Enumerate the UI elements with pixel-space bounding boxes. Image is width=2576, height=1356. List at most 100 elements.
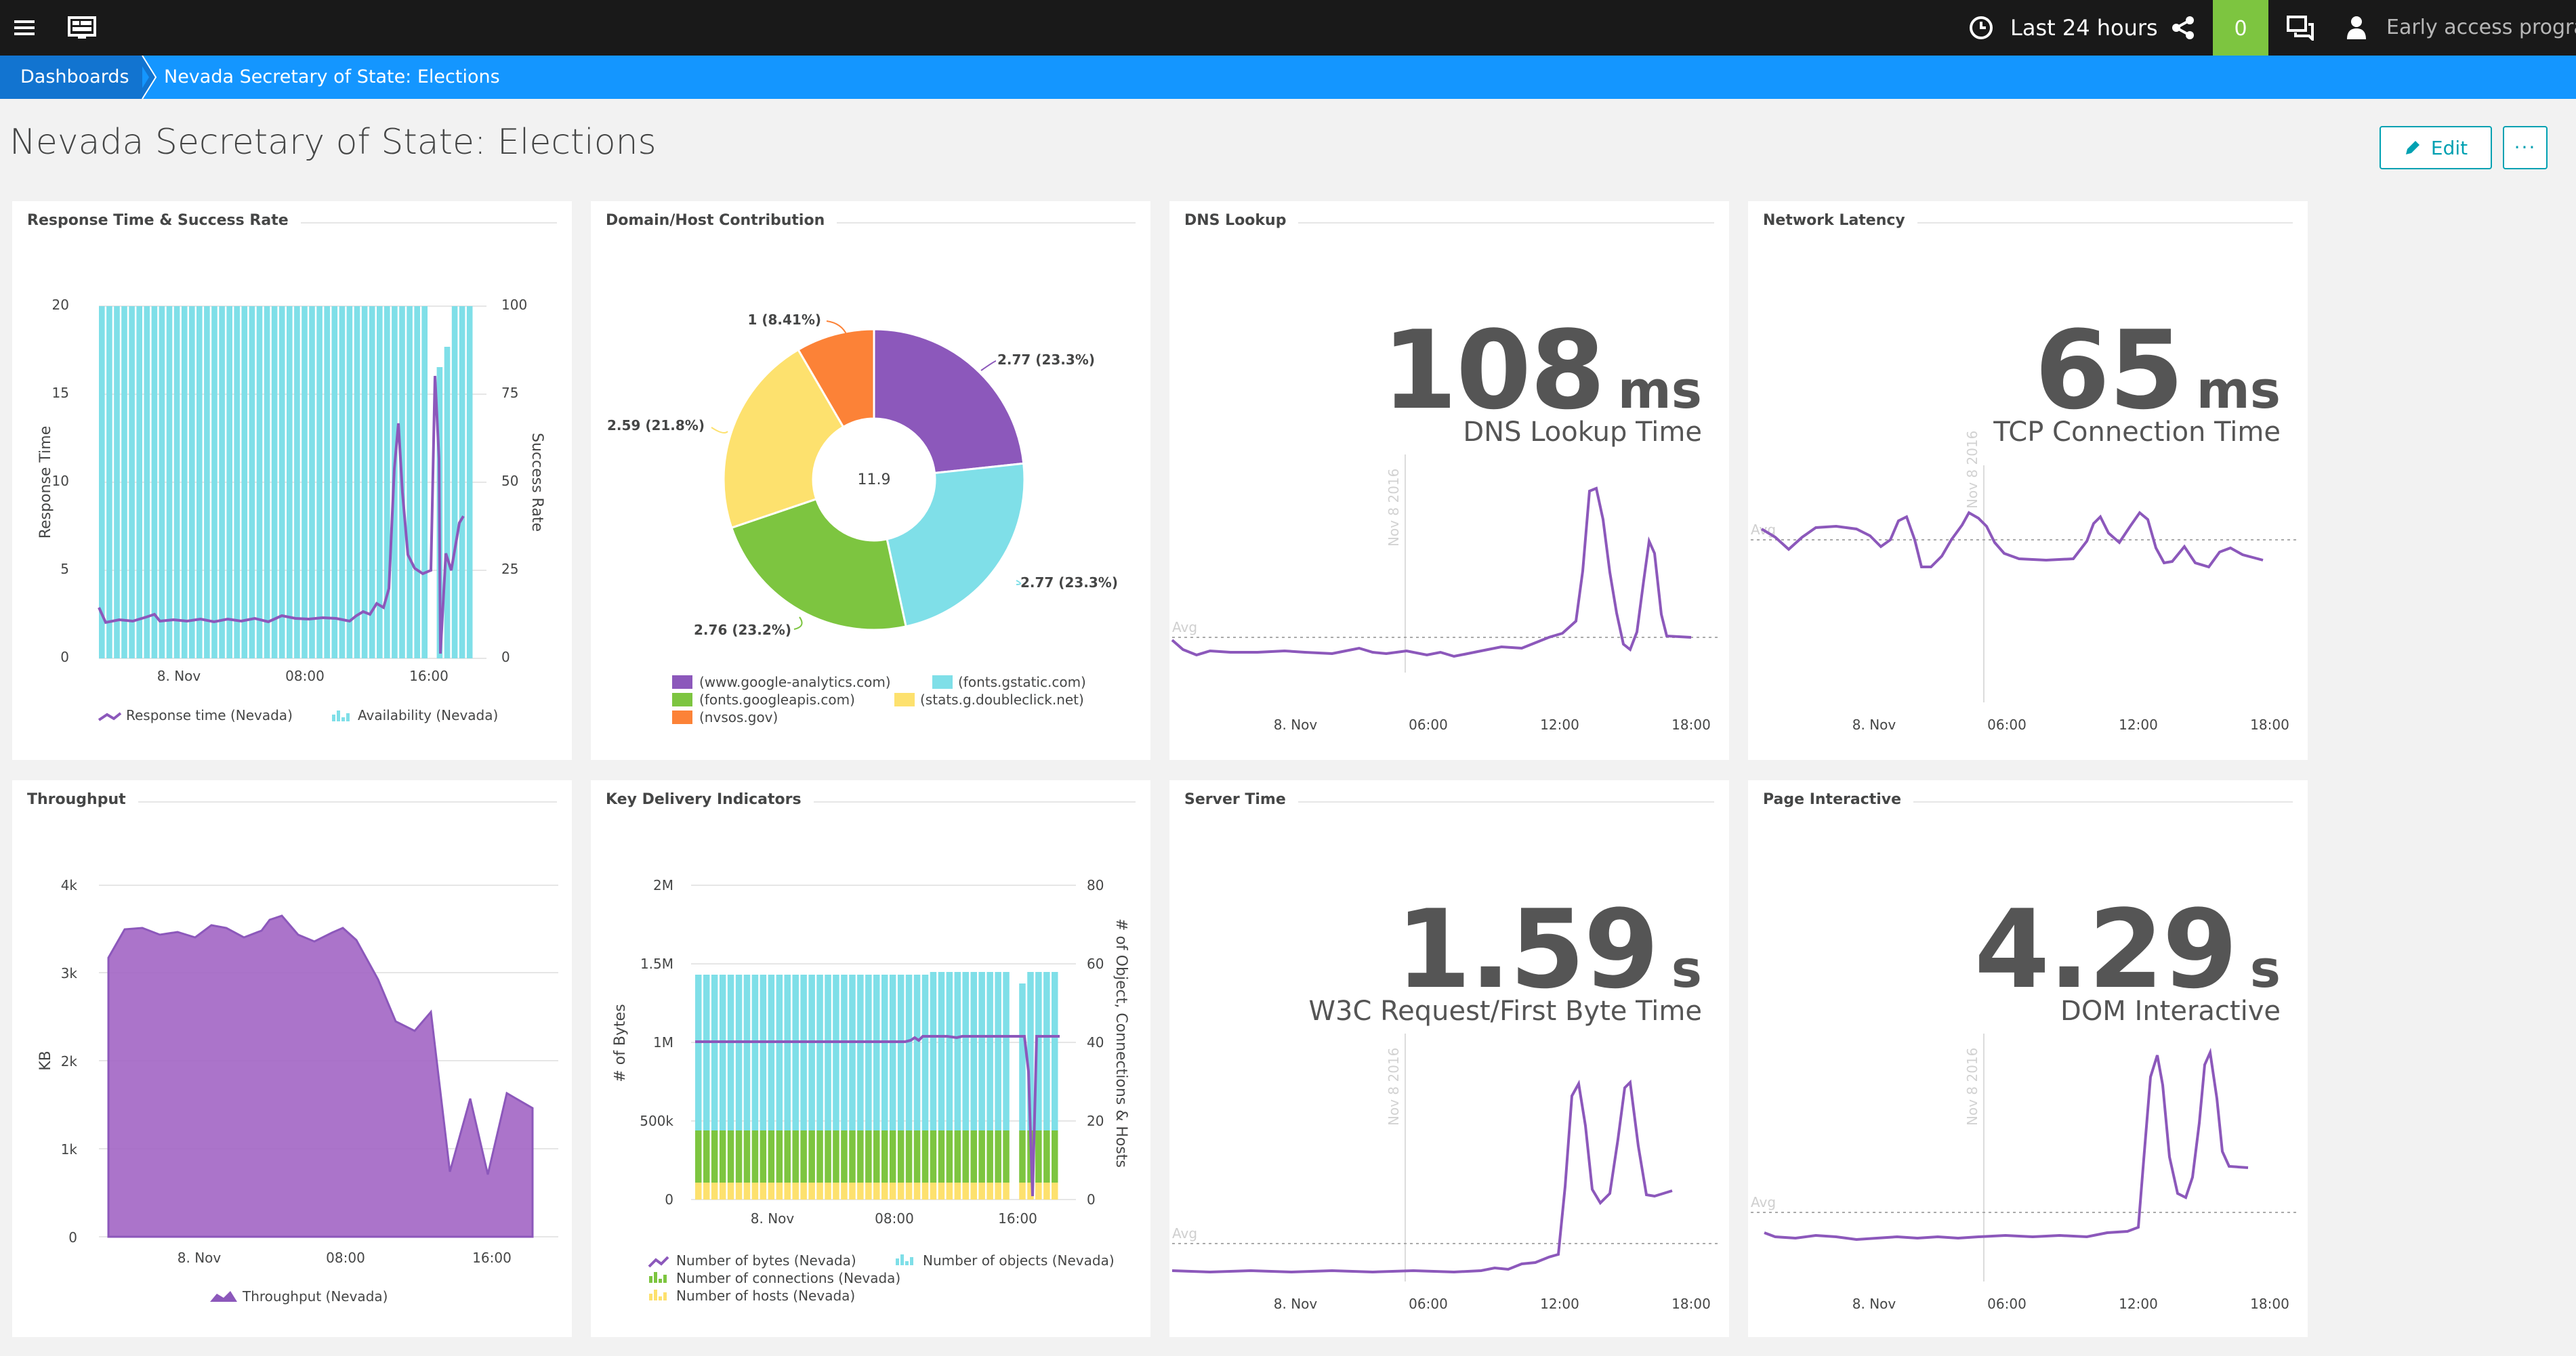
objects-bar bbox=[784, 975, 791, 1130]
hosts-bar bbox=[921, 1183, 929, 1200]
legend-item[interactable]: (stats.g.doubleclick.net) bbox=[920, 692, 1084, 708]
avg-label: Avg bbox=[1751, 1194, 1776, 1210]
objects-bar bbox=[808, 975, 815, 1130]
objects-bar bbox=[938, 972, 945, 1130]
menu-icon[interactable] bbox=[9, 0, 39, 56]
availability-bar bbox=[173, 306, 180, 658]
legend-response-time[interactable]: Response time (Nevada) bbox=[126, 707, 293, 723]
x-tick: 8. Nov bbox=[178, 1250, 222, 1266]
availability-bar bbox=[189, 306, 195, 658]
objects-bar bbox=[1027, 972, 1034, 1130]
domain-donut-chart[interactable]: 11.9 2.77 (23.3%) 2.77 (23.3%) 2.76 (23.… bbox=[591, 201, 1150, 760]
donut-slice[interactable] bbox=[797, 328, 875, 429]
dns-series-line bbox=[1171, 486, 1692, 658]
clock-icon[interactable] bbox=[1968, 0, 1995, 56]
edit-button[interactable]: Edit bbox=[2380, 126, 2492, 169]
throughput-chart[interactable]: 4k 3k 2k 1k 0 KB 8. Nov 08:00 16:00 Thro… bbox=[12, 780, 572, 1337]
legend-availability[interactable]: Availability (Nevada) bbox=[358, 707, 498, 723]
x-tick: 06:00 bbox=[1409, 1296, 1448, 1312]
tile-network-latency[interactable]: Network Latency 65 ms TCP Connection Time… bbox=[1748, 201, 2308, 760]
connections-bar bbox=[946, 1130, 953, 1183]
donut-slice[interactable] bbox=[730, 497, 907, 631]
objects-bar bbox=[1035, 972, 1042, 1130]
dns-sparkline[interactable]: Nov 8 2016 Avg 8. Nov 06:00 12:00 18:00 bbox=[1169, 201, 1729, 760]
kdi-chart[interactable]: 2M 1.5M 1M 500k 0 80 60 40 20 0 # of Byt… bbox=[591, 780, 1150, 1337]
date-marker-label: Nov 8 2016 bbox=[1964, 1048, 1980, 1126]
y-tick: 1M bbox=[653, 1034, 673, 1051]
tile-key-delivery-indicators[interactable]: Key Delivery Indicators 2M 1.5M 1M 500k … bbox=[591, 780, 1150, 1337]
availability-bar bbox=[414, 306, 420, 658]
avg-label: Avg bbox=[1172, 1225, 1197, 1242]
donut-slice[interactable] bbox=[873, 328, 1025, 475]
objects-bar bbox=[881, 975, 888, 1130]
tile-domain-contribution[interactable]: Domain/Host Contribution 11.9 2.77 (23.3… bbox=[591, 201, 1150, 760]
user-menu[interactable]: Early access program bbox=[2386, 16, 2576, 39]
slice-label: 2.77 (23.3%) bbox=[1020, 574, 1118, 591]
tile-title: DNS Lookup bbox=[1184, 212, 1299, 229]
connections-bar bbox=[881, 1130, 888, 1183]
tile-response-time[interactable]: Response Time & Success Rate 20 15 10 5 … bbox=[12, 201, 572, 760]
share-icon[interactable] bbox=[2169, 0, 2197, 56]
slice-label: 2.77 (23.3%) bbox=[997, 352, 1095, 368]
donut-slices bbox=[722, 328, 1026, 631]
area-legend-icon bbox=[210, 1291, 237, 1302]
connections-bar bbox=[703, 1130, 710, 1183]
availability-bar bbox=[324, 306, 330, 658]
legend-objects[interactable]: Number of objects (Nevada) bbox=[923, 1252, 1115, 1269]
legend-item[interactable]: (nvsos.gov) bbox=[699, 709, 778, 725]
hosts-bar bbox=[962, 1183, 969, 1200]
connections-bar bbox=[711, 1130, 718, 1183]
problems-badge[interactable]: 0 bbox=[2213, 0, 2268, 56]
objects-bar bbox=[857, 975, 864, 1130]
more-button[interactable]: ··· bbox=[2503, 126, 2548, 169]
objects-bar bbox=[897, 975, 905, 1130]
y2-tick: 75 bbox=[501, 385, 518, 401]
breadcrumb-current[interactable]: Nevada Secretary of State: Elections bbox=[164, 66, 500, 87]
tile-page-interactive[interactable]: Page Interactive 4.29 s DOM Interactive N… bbox=[1748, 780, 2308, 1337]
legend-item[interactable]: (fonts.googleapis.com) bbox=[699, 692, 855, 708]
legend-throughput[interactable]: Throughput (Nevada) bbox=[242, 1288, 388, 1305]
chat-icon[interactable] bbox=[2285, 0, 2316, 56]
connections-bar bbox=[938, 1130, 945, 1183]
availability-bar bbox=[294, 306, 300, 658]
objects-bar bbox=[849, 975, 856, 1130]
legend-hosts[interactable]: Number of hosts (Nevada) bbox=[676, 1288, 855, 1304]
tile-dns-lookup[interactable]: DNS Lookup 108 ms DNS Lookup Time Nov 8 2… bbox=[1169, 201, 1729, 760]
y2-tick: 60 bbox=[1087, 956, 1104, 972]
hosts-bar bbox=[905, 1183, 913, 1200]
y-tick: 0 bbox=[60, 649, 69, 665]
timeframe-selector[interactable]: Last 24 hours bbox=[2010, 15, 2158, 41]
breadcrumb-dashboards[interactable]: Dashboards bbox=[0, 56, 142, 99]
y-axis-label: KB bbox=[37, 1051, 54, 1071]
hosts-bar bbox=[1019, 1183, 1026, 1200]
connections-bar bbox=[913, 1130, 921, 1183]
legend-item[interactable]: (fonts.gstatic.com) bbox=[958, 674, 1086, 690]
user-icon[interactable] bbox=[2344, 0, 2369, 56]
availability-bar bbox=[196, 306, 203, 658]
donut-slice[interactable] bbox=[722, 348, 845, 530]
tile-throughput[interactable]: Throughput 4k 3k 2k 1k 0 KB 8. Nov 08:00… bbox=[12, 780, 572, 1337]
legend-bytes[interactable]: Number of bytes (Nevada) bbox=[676, 1252, 856, 1269]
legend-connections[interactable]: Number of connections (Nevada) bbox=[676, 1270, 900, 1286]
availability-bar bbox=[181, 306, 188, 658]
hosts-bar bbox=[719, 1183, 726, 1200]
donut-slice[interactable] bbox=[886, 462, 1026, 628]
response-time-chart[interactable]: 20 15 10 5 0 100 75 50 25 0 Response Tim… bbox=[12, 201, 572, 760]
connections-bar bbox=[905, 1130, 913, 1183]
availability-bar bbox=[287, 306, 293, 658]
kdi-stacked-bars bbox=[695, 972, 1058, 1200]
connections-bar bbox=[841, 1130, 848, 1183]
objects-bar bbox=[921, 975, 929, 1130]
server-time-sparkline[interactable]: Nov 8 2016 Avg 8. Nov 06:00 12:00 18:00 bbox=[1169, 780, 1729, 1337]
availability-bar bbox=[459, 306, 465, 658]
dashboard-icon[interactable] bbox=[65, 0, 99, 56]
x-tick: 18:00 bbox=[1671, 1296, 1711, 1312]
legend-item[interactable]: (www.google-analytics.com) bbox=[699, 674, 891, 690]
hosts-bar bbox=[792, 1183, 799, 1200]
legend-swatch bbox=[894, 693, 915, 706]
y2-tick: 50 bbox=[501, 473, 518, 489]
page-interactive-sparkline[interactable]: Nov 8 2016 Avg 8. Nov 06:00 12:00 18:00 bbox=[1748, 780, 2308, 1337]
latency-sparkline[interactable]: Nov 8 2016 Avg 8. Nov 06:00 12:00 18:00 bbox=[1748, 201, 2308, 760]
availability-bar bbox=[309, 306, 315, 658]
tile-server-time[interactable]: Server Time 1.59 s W3C Request/First Byte… bbox=[1169, 780, 1729, 1337]
